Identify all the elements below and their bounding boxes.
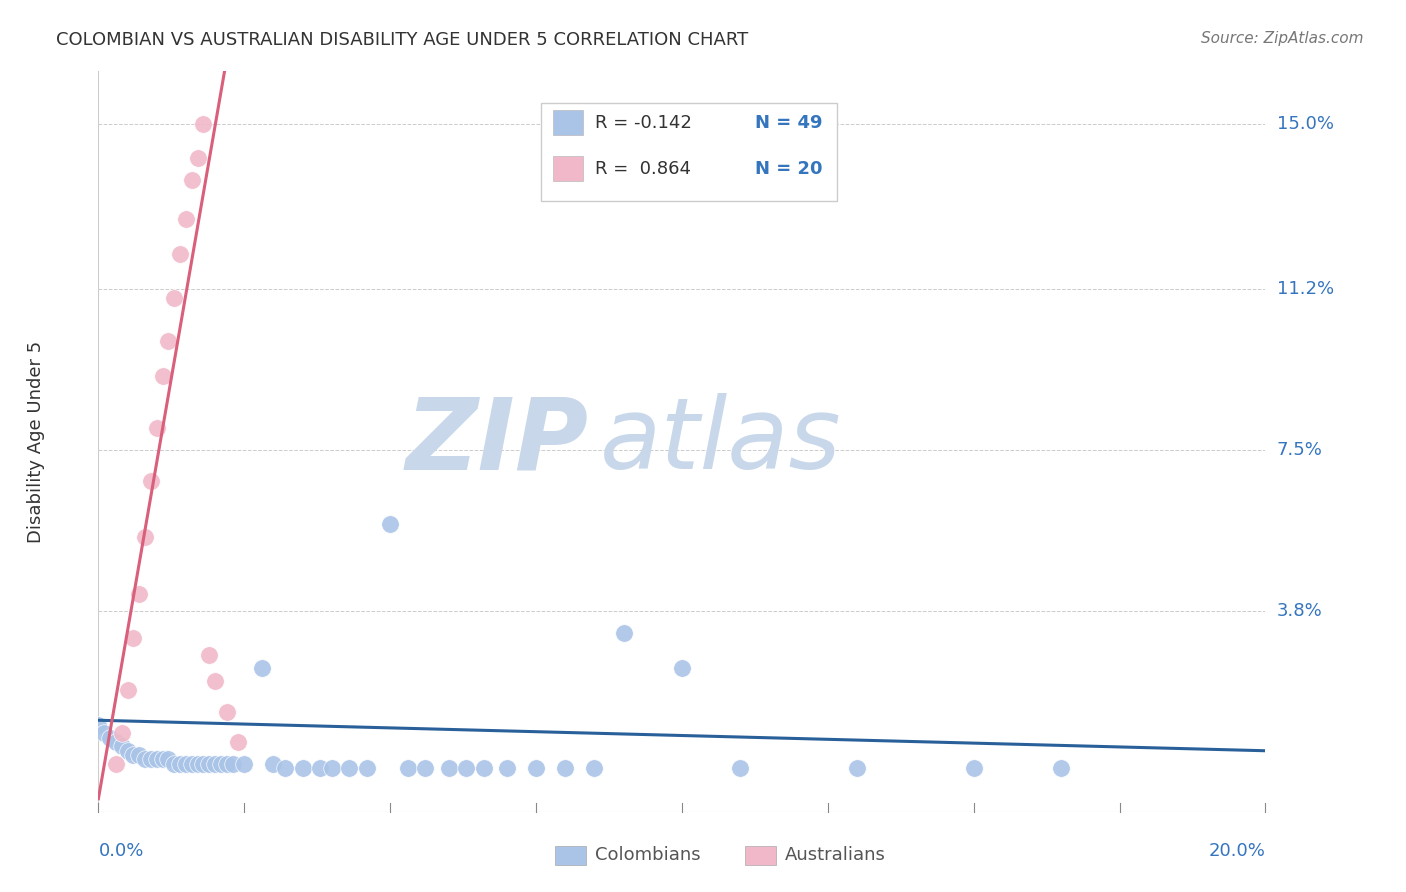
Text: Disability Age Under 5: Disability Age Under 5 bbox=[27, 341, 45, 542]
Point bbox=[215, 756, 238, 771]
Point bbox=[309, 761, 332, 775]
Point bbox=[139, 752, 162, 766]
Text: Colombians: Colombians bbox=[595, 847, 700, 864]
Point bbox=[274, 761, 297, 775]
Point bbox=[163, 756, 186, 771]
Point bbox=[139, 474, 162, 488]
Point bbox=[250, 661, 273, 675]
Point bbox=[187, 152, 209, 166]
Text: Source: ZipAtlas.com: Source: ZipAtlas.com bbox=[1201, 31, 1364, 46]
Point bbox=[128, 587, 150, 601]
Text: atlas: atlas bbox=[600, 393, 842, 490]
Point bbox=[157, 334, 180, 349]
Point bbox=[380, 517, 402, 532]
Point bbox=[111, 726, 134, 740]
Point bbox=[221, 756, 243, 771]
Point bbox=[180, 173, 202, 187]
Point bbox=[337, 761, 360, 775]
Text: 20.0%: 20.0% bbox=[1209, 842, 1265, 860]
Point bbox=[180, 756, 202, 771]
Point bbox=[104, 756, 127, 771]
Point bbox=[193, 756, 215, 771]
Point bbox=[157, 752, 180, 766]
Point bbox=[98, 731, 121, 745]
Point bbox=[612, 626, 634, 640]
Text: R =  0.864: R = 0.864 bbox=[595, 161, 690, 178]
Point bbox=[215, 705, 238, 719]
Point bbox=[228, 735, 250, 749]
Point bbox=[472, 761, 495, 775]
Text: 7.5%: 7.5% bbox=[1277, 442, 1323, 459]
Text: Australians: Australians bbox=[785, 847, 886, 864]
Point bbox=[152, 752, 174, 766]
Text: 0.0%: 0.0% bbox=[98, 842, 143, 860]
Point bbox=[496, 761, 519, 775]
Point bbox=[962, 761, 984, 775]
Point bbox=[413, 761, 436, 775]
Point bbox=[163, 291, 186, 305]
Text: ZIP: ZIP bbox=[405, 393, 589, 490]
Point bbox=[583, 761, 606, 775]
Text: N = 20: N = 20 bbox=[755, 161, 823, 178]
Point bbox=[262, 756, 284, 771]
Point bbox=[174, 212, 197, 227]
Point bbox=[198, 756, 221, 771]
Text: 11.2%: 11.2% bbox=[1277, 280, 1334, 298]
Point bbox=[134, 530, 156, 544]
Point bbox=[87, 717, 110, 731]
Point bbox=[554, 761, 576, 775]
Point bbox=[198, 648, 221, 662]
Text: COLOMBIAN VS AUSTRALIAN DISABILITY AGE UNDER 5 CORRELATION CHART: COLOMBIAN VS AUSTRALIAN DISABILITY AGE U… bbox=[56, 31, 748, 49]
Point bbox=[209, 756, 232, 771]
Point bbox=[1050, 761, 1073, 775]
Point bbox=[169, 247, 191, 261]
Point bbox=[291, 761, 314, 775]
Point bbox=[396, 761, 419, 775]
Point bbox=[152, 369, 174, 384]
Point bbox=[204, 756, 226, 771]
Point bbox=[321, 761, 343, 775]
Point bbox=[93, 726, 115, 740]
Point bbox=[134, 752, 156, 766]
Point bbox=[437, 761, 460, 775]
Point bbox=[846, 761, 869, 775]
Text: R = -0.142: R = -0.142 bbox=[595, 114, 692, 132]
Point bbox=[111, 739, 134, 754]
Point bbox=[117, 682, 139, 697]
Point bbox=[146, 421, 169, 435]
Point bbox=[454, 761, 477, 775]
Text: 3.8%: 3.8% bbox=[1277, 602, 1322, 621]
Point bbox=[117, 744, 139, 758]
Point bbox=[104, 735, 127, 749]
Point bbox=[730, 761, 752, 775]
Point bbox=[128, 748, 150, 763]
Point bbox=[233, 756, 256, 771]
Point bbox=[187, 756, 209, 771]
Point bbox=[169, 756, 191, 771]
Point bbox=[122, 748, 145, 763]
Point bbox=[174, 756, 197, 771]
Point bbox=[524, 761, 547, 775]
Text: N = 49: N = 49 bbox=[755, 114, 823, 132]
Point bbox=[204, 674, 226, 689]
Point bbox=[193, 117, 215, 131]
Point bbox=[146, 752, 169, 766]
Point bbox=[671, 661, 693, 675]
Point bbox=[356, 761, 378, 775]
Text: 15.0%: 15.0% bbox=[1277, 114, 1333, 133]
Point bbox=[122, 631, 145, 645]
